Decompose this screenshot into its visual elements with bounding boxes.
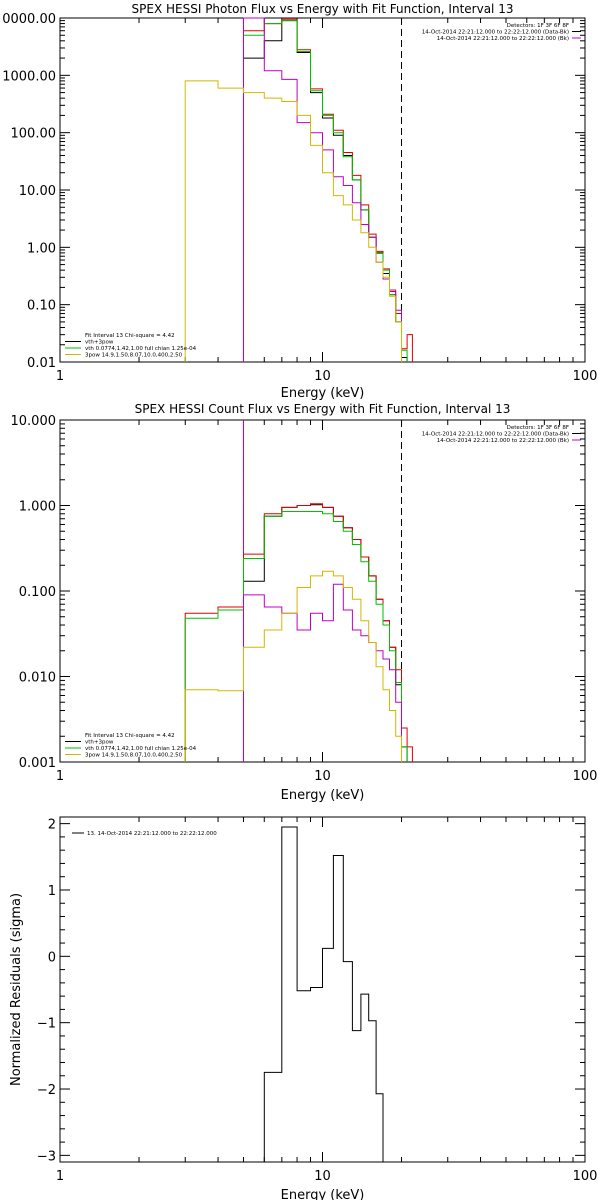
series-line-0-3 <box>243 17 402 362</box>
legend-line-0: Fit Interval 13 Chi-square = 4.42 <box>85 333 175 339</box>
x-tick-label-1: 100 <box>573 769 598 784</box>
y-tick-label-2: −1 <box>37 1017 56 1032</box>
x-tick-label-0: 100 <box>573 369 598 384</box>
y-tick-label-0: 0.01 <box>27 356 56 371</box>
y-axis-label-2: Normalized Residuals (sigma) <box>9 893 24 1086</box>
legend-line-0: 3pow 14.9,1.50,8.07,10.0,400,2.50 <box>85 353 183 359</box>
chart-title-1: SPEX HESSI Count Flux vs Energy with Fit… <box>135 402 511 416</box>
series-line-0-0 <box>243 20 408 362</box>
y-tick-label-1: 0.100 <box>19 585 56 600</box>
series-line-1-2 <box>184 511 408 762</box>
y-tick-label-0: 10.00 <box>19 184 56 199</box>
legend-line-1: vth 0.0774,1.42,1.00 full chian 1.25e-04 <box>85 746 197 752</box>
y-tick-label-2: 0 <box>48 950 56 965</box>
y-tick-label-1: 0.001 <box>19 756 56 771</box>
y-tick-label-2: −3 <box>37 1149 56 1164</box>
series-line-1-1 <box>184 503 413 762</box>
chart-title-0: SPEX HESSI Photon Flux vs Energy with Fi… <box>132 2 514 16</box>
info-line-1: Detectors: 1F 3F 6F 8F <box>507 425 569 431</box>
y-tick-label-1: 1.000 <box>19 500 56 515</box>
x-tick-label-1: 10 <box>314 769 331 784</box>
series-line-0-1 <box>243 18 413 362</box>
legend-line-0: vth+3pow <box>85 340 114 346</box>
info-line-0: 14-Oct-2014 22:21:12.000 to 22:22:12.000… <box>437 36 569 42</box>
legend-line-2: 13. 14-Oct-2014 22:21:12.000 to 22:22:12… <box>87 831 217 837</box>
y-tick-label-0: 0.10 <box>27 299 56 314</box>
plot-frame-2 <box>59 816 586 1163</box>
x-axis-label-2: Energy (keV) <box>281 1188 365 1200</box>
series-line-2-0 <box>243 826 390 1163</box>
series-line-0-4 <box>184 80 402 362</box>
series-line-1-4 <box>184 570 402 762</box>
x-axis-label-1: Energy (keV) <box>281 788 365 803</box>
info-line-1: 14-Oct-2014 22:21:12.000 to 22:22:12.000… <box>437 438 569 444</box>
series-line-0-2 <box>243 20 408 362</box>
x-tick-label-0: 10 <box>314 369 331 384</box>
y-tick-label-0: 0000.00 <box>2 12 56 27</box>
info-line-1: 14-Oct-2014 22:21:12.000 to 22:22:12.000… <box>422 432 569 438</box>
legend-line-1: vth+3pow <box>85 740 114 746</box>
plot-frame-0 <box>59 17 586 363</box>
legend-line-1: 3pow 14.9,1.50,8.07,10.0,400,2.50 <box>85 753 183 759</box>
y-tick-label-1: 10.000 <box>11 414 57 429</box>
x-tick-label-2: 10 <box>314 1169 331 1184</box>
x-tick-label-1: 1 <box>56 769 64 784</box>
y-tick-label-0: 1000.00 <box>2 69 56 84</box>
y-tick-label-1: 0.010 <box>19 671 56 686</box>
info-line-0: Detectors: 1F 3F 6F 8F <box>507 23 569 29</box>
legend-line-0: vth 0.0774,1.42,1.00 full chian 1.25e-04 <box>85 346 197 352</box>
y-tick-label-2: −2 <box>37 1083 56 1098</box>
series-line-1-0 <box>243 504 408 762</box>
x-tick-label-0: 1 <box>56 369 64 384</box>
y-tick-label-2: 1 <box>48 884 56 899</box>
x-tick-label-2: 100 <box>573 1169 598 1184</box>
plot-frame-1 <box>59 419 586 763</box>
y-tick-label-0: 1.00 <box>27 241 56 256</box>
legend-line-1: Fit Interval 13 Chi-square = 4.42 <box>85 733 175 739</box>
y-tick-label-0: 100.00 <box>11 127 57 142</box>
x-axis-label-0: Energy (keV) <box>281 386 365 401</box>
series-line-1-3 <box>243 583 402 762</box>
x-tick-label-2: 1 <box>56 1169 64 1184</box>
info-line-0: 14-Oct-2014 22:21:12.000 to 22:22:12.000… <box>422 30 569 36</box>
y-tick-label-2: 2 <box>48 818 56 833</box>
